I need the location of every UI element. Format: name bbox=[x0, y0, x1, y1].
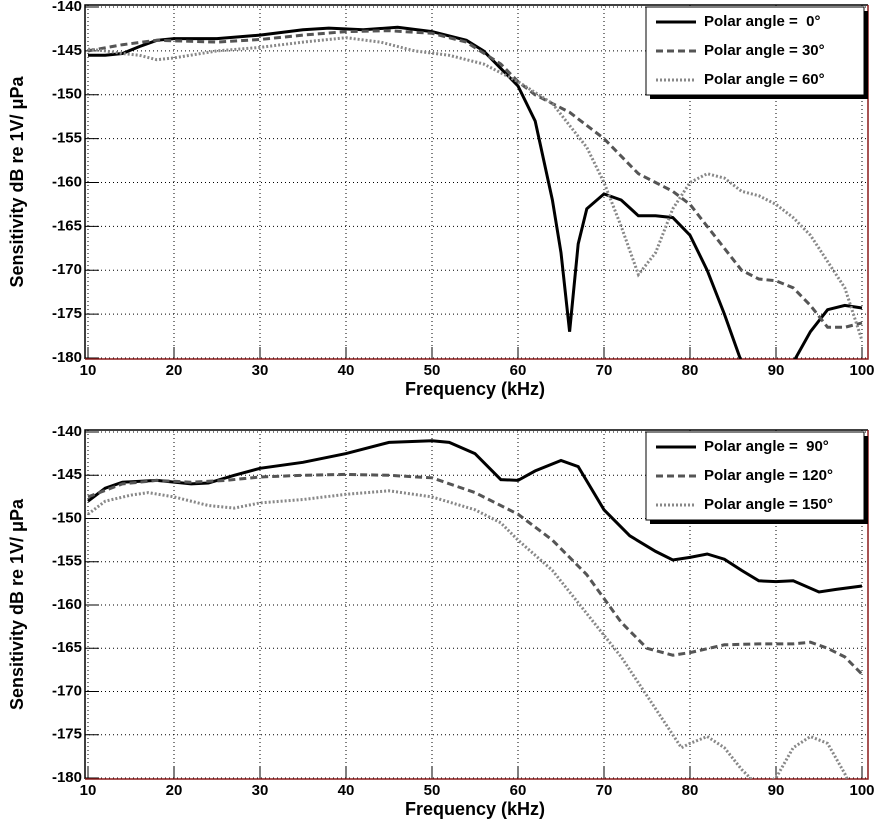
y-tick-label: -140 bbox=[52, 423, 82, 440]
series-line bbox=[88, 25, 863, 359]
x-tick-label: 40 bbox=[338, 782, 355, 799]
legend-label: Polar angle = 120° bbox=[704, 467, 833, 484]
legend-label: Polar angle = 60° bbox=[704, 71, 825, 88]
x-tick-label: 60 bbox=[510, 362, 527, 379]
x-tick-label: 20 bbox=[166, 782, 183, 799]
x-tick-label: 40 bbox=[338, 362, 355, 379]
legend-label: Polar angle = 90° bbox=[704, 438, 829, 455]
y-tick-label: -175 bbox=[52, 726, 82, 743]
y-tick-label: -160 bbox=[52, 596, 82, 613]
legend-label: Polar angle = 150° bbox=[704, 496, 833, 513]
y-axis-title: Sensitivity dB re 1V/ μPa bbox=[7, 75, 27, 287]
y-tick-label: -145 bbox=[52, 466, 82, 483]
x-tick-label: 50 bbox=[424, 782, 441, 799]
y-tick-label: -180 bbox=[52, 769, 82, 786]
y-tick-label: -160 bbox=[52, 173, 82, 190]
x-tick-label: 60 bbox=[510, 782, 527, 799]
x-tick-label: 20 bbox=[166, 362, 183, 379]
x-tick-label: 70 bbox=[596, 362, 613, 379]
y-tick-label: -175 bbox=[52, 305, 82, 322]
y-tick-label: -155 bbox=[52, 553, 82, 570]
y-tick-label: -150 bbox=[52, 86, 82, 103]
y-tick-label: -140 bbox=[52, 0, 82, 15]
frame bbox=[85, 5, 869, 360]
frame bbox=[84, 4, 868, 359]
series-line bbox=[87, 489, 849, 779]
x-tick-label: 10 bbox=[80, 362, 97, 379]
x-tick-label: 90 bbox=[768, 362, 785, 379]
y-tick-label: -165 bbox=[52, 639, 82, 656]
series-line bbox=[87, 29, 863, 329]
x-tick-label: 50 bbox=[424, 362, 441, 379]
x-tick-label: 80 bbox=[682, 362, 699, 379]
x-tick-label: 100 bbox=[849, 782, 874, 799]
y-tick-label: -180 bbox=[52, 349, 82, 366]
y-tick-label: -165 bbox=[52, 217, 82, 234]
frame bbox=[84, 429, 868, 779]
y-tick-label: -145 bbox=[52, 42, 82, 59]
series-line bbox=[87, 439, 863, 594]
x-tick-label: 10 bbox=[80, 782, 97, 799]
frame bbox=[85, 430, 869, 780]
series-line bbox=[87, 36, 864, 341]
series-line bbox=[87, 472, 864, 676]
x-tick-label: 100 bbox=[849, 362, 874, 379]
x-tick-label: 30 bbox=[252, 362, 269, 379]
legend-label: Polar angle = 30° bbox=[704, 42, 825, 59]
legend-label: Polar angle = 0° bbox=[704, 13, 820, 30]
x-axis-title: Frequency (kHz) bbox=[405, 379, 545, 399]
y-tick-label: -170 bbox=[52, 261, 82, 278]
x-axis-title: Frequency (kHz) bbox=[405, 799, 545, 819]
y-tick-label: -155 bbox=[52, 130, 82, 147]
x-tick-label: 90 bbox=[768, 782, 785, 799]
x-tick-label: 70 bbox=[596, 782, 613, 799]
y-tick-label: -150 bbox=[52, 509, 82, 526]
y-axis-title: Sensitivity dB re 1V/ μPa bbox=[7, 498, 27, 710]
x-tick-label: 30 bbox=[252, 782, 269, 799]
x-tick-label: 80 bbox=[682, 782, 699, 799]
y-tick-label: -170 bbox=[52, 682, 82, 699]
